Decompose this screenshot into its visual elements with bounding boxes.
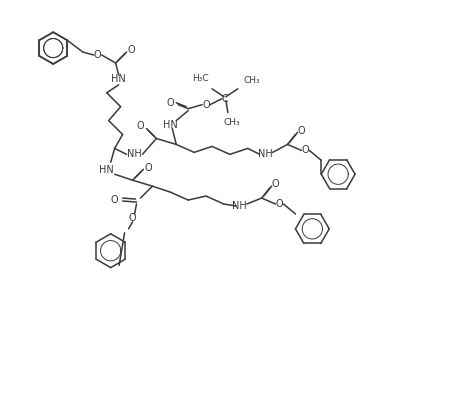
Text: CH₃: CH₃ <box>224 118 240 127</box>
Text: NH: NH <box>258 149 273 159</box>
Text: O: O <box>302 145 309 155</box>
Text: O: O <box>136 120 144 131</box>
Text: O: O <box>111 195 119 205</box>
Text: HN: HN <box>111 74 126 84</box>
Text: C: C <box>221 94 228 104</box>
Text: H₃C: H₃C <box>192 74 208 83</box>
Text: O: O <box>298 125 305 136</box>
Text: O: O <box>166 98 174 108</box>
Text: O: O <box>129 213 136 223</box>
Text: O: O <box>272 179 280 189</box>
Text: O: O <box>128 45 136 55</box>
Text: O: O <box>276 199 283 209</box>
Text: O: O <box>94 50 102 60</box>
Text: O: O <box>202 100 210 110</box>
Text: HN: HN <box>99 165 114 175</box>
Text: NH: NH <box>233 201 247 211</box>
Text: NH: NH <box>127 149 142 159</box>
Text: HN: HN <box>163 120 178 129</box>
Text: O: O <box>144 163 152 173</box>
Text: CH₃: CH₃ <box>243 76 260 85</box>
